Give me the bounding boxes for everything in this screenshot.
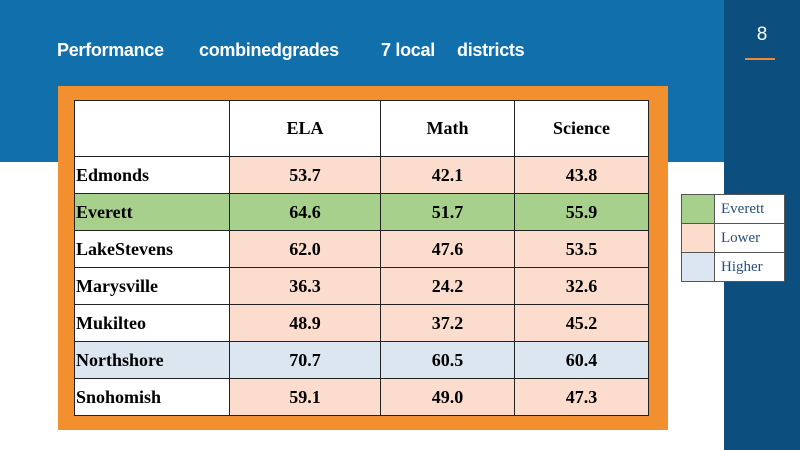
district-name: LakeStevens (74, 230, 230, 268)
district-scores-table: ELA Math Science Edmonds 53.7 42.1 43.8 … (74, 100, 649, 416)
legend-swatch (681, 252, 715, 282)
legend-label: Everett (714, 194, 785, 224)
legend-swatch (681, 194, 715, 224)
district-name: Edmonds (74, 156, 230, 194)
table-row: Marysville 36.3 24.2 32.6 (74, 267, 649, 305)
table-row: Northshore 70.7 60.5 60.4 (74, 341, 649, 379)
page-number: 8 (756, 24, 768, 45)
district-name: Northshore (74, 341, 230, 379)
math-score: 51.7 (380, 193, 515, 231)
legend-item: Lower (681, 223, 785, 253)
table-row: Snohomish 59.1 49.0 47.3 (74, 378, 649, 416)
math-score: 42.1 (380, 156, 515, 194)
district-name: Mukilteo (74, 304, 230, 342)
slide-title-part-3: 7 local (381, 40, 435, 60)
science-score: 45.2 (514, 304, 649, 342)
district-name: Snohomish (74, 378, 230, 416)
science-score: 43.8 (514, 156, 649, 194)
math-score: 37.2 (380, 304, 515, 342)
header-ela: ELA (229, 100, 381, 157)
slide-title-part-2: combinedgrades (199, 40, 339, 60)
district-name: Marysville (74, 267, 230, 305)
science-score: 55.9 (514, 193, 649, 231)
ela-score: 59.1 (229, 378, 381, 416)
slide-title-part-4: districts (457, 40, 525, 60)
science-score: 53.5 (514, 230, 649, 268)
legend-item: Everett (681, 194, 785, 224)
table-row: Mukilteo 48.9 37.2 45.2 (74, 304, 649, 342)
legend-label: Higher (714, 252, 785, 282)
table-row: LakeStevens 62.0 47.6 53.5 (74, 230, 649, 268)
page-number-underline (745, 58, 775, 60)
color-legend: Everett Lower Higher (681, 194, 785, 282)
legend-label: Lower (714, 223, 785, 253)
science-score: 32.6 (514, 267, 649, 305)
table-row: Everett 64.6 51.7 55.9 (74, 193, 649, 231)
science-score: 60.4 (514, 341, 649, 379)
ela-score: 48.9 (229, 304, 381, 342)
legend-item: Higher (681, 252, 785, 282)
ela-score: 70.7 (229, 341, 381, 379)
science-score: 47.3 (514, 378, 649, 416)
header-math: Math (380, 100, 515, 157)
ela-score: 62.0 (229, 230, 381, 268)
header-blank (74, 100, 230, 157)
legend-swatch (681, 223, 715, 253)
math-score: 60.5 (380, 341, 515, 379)
district-name: Everett (74, 193, 230, 231)
math-score: 24.2 (380, 267, 515, 305)
table-header-row: ELA Math Science (74, 100, 649, 157)
slide-title-part-1: Performance (57, 40, 164, 60)
math-score: 49.0 (380, 378, 515, 416)
ela-score: 36.3 (229, 267, 381, 305)
table-row: Edmonds 53.7 42.1 43.8 (74, 156, 649, 194)
ela-score: 64.6 (229, 193, 381, 231)
math-score: 47.6 (380, 230, 515, 268)
header-science: Science (514, 100, 649, 157)
ela-score: 53.7 (229, 156, 381, 194)
